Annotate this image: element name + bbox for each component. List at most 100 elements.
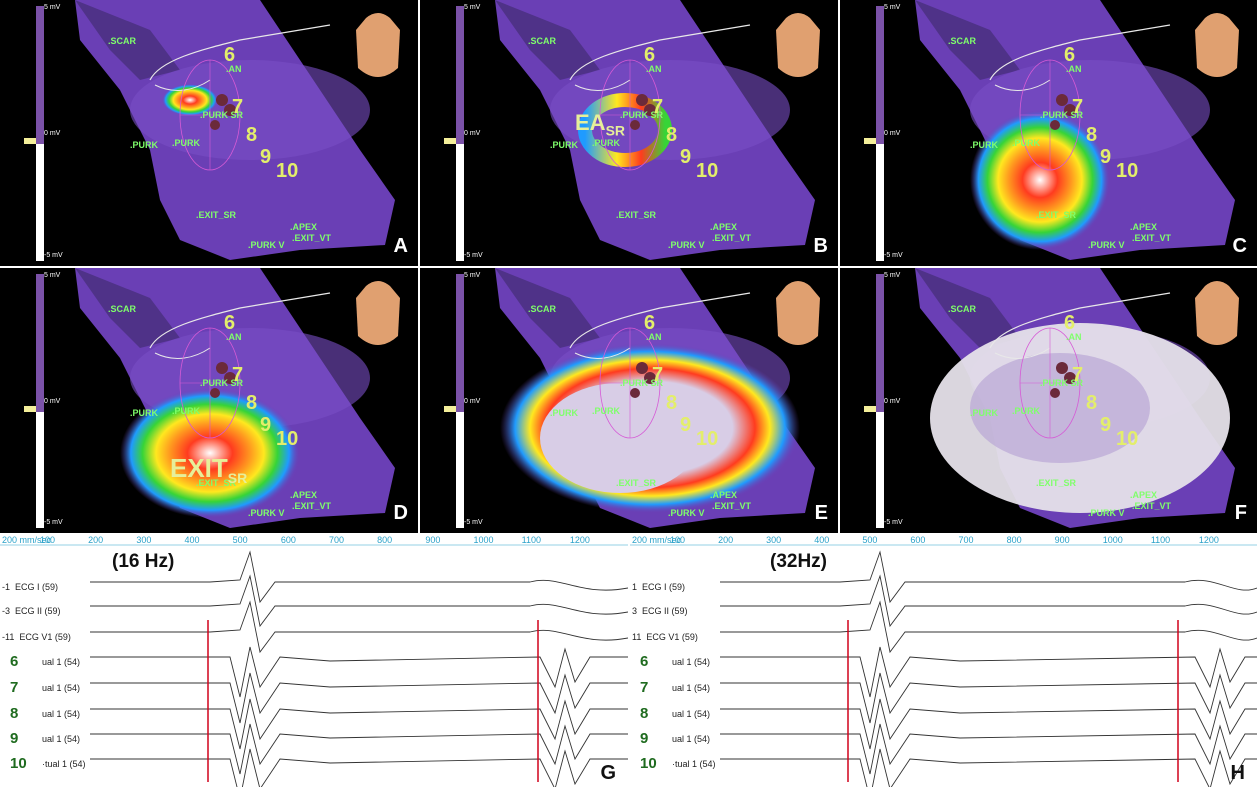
electrode-label-8: 8 <box>1086 392 1098 414</box>
time-tick-label: 100 <box>40 535 56 545</box>
ecg-trace <box>720 550 1257 604</box>
landmark-purk-2: .PURK <box>1012 138 1041 148</box>
sweep-speed: 200 mm/sec <box>632 535 682 545</box>
landmark-scar: .SCAR <box>528 36 557 46</box>
activation-map-panel-c: 5 mV 0 mV -5 mV .SCAR .AN .PURK .PURK .P… <box>840 0 1257 266</box>
electrode <box>630 120 640 130</box>
landmark-purk: .PURK <box>130 140 159 150</box>
landmark-purk: .PURK <box>970 140 999 150</box>
landmark-exit-vt: .EXIT_VT <box>712 501 752 511</box>
landmark-purk: .PURK <box>550 140 579 150</box>
landmark-exit-vt: .EXIT_VT <box>712 233 752 243</box>
landmark-purk-sr: .PURK SR <box>1040 110 1084 120</box>
electrode <box>1050 388 1060 398</box>
electrode-channel-number: 9 <box>10 730 19 747</box>
channel-label: ual 1 (54) <box>42 683 81 693</box>
time-tick-label: 100 <box>670 535 686 545</box>
ecg-trace <box>90 698 628 750</box>
catheter-wire <box>149 292 331 349</box>
electrode <box>1056 94 1068 106</box>
landmark-purk-v: .PURK V <box>668 508 705 518</box>
landmark-exit-sr: .EXIT_SR <box>616 478 657 488</box>
voltage-scale: 5 mV 0 mV -5 mV <box>840 268 903 533</box>
electrode-label-9: 9 <box>260 414 272 436</box>
time-tick-label: 300 <box>766 535 782 545</box>
ecg-trace <box>90 600 628 654</box>
panel-letter: A <box>393 235 408 257</box>
electrode-label-6: 6 <box>1064 44 1076 66</box>
landmark-purk-2: .PURK <box>172 406 201 416</box>
electrode <box>1064 104 1076 116</box>
ecg-trace <box>720 646 1257 698</box>
landmark-an: .AN <box>226 64 242 74</box>
electrode-label-9: 9 <box>260 146 272 168</box>
time-tick-label: 300 <box>136 535 152 545</box>
electrode-channel-number: 6 <box>640 653 649 670</box>
landmark-purk-v: .PURK V <box>248 240 285 250</box>
landmark-apex: .APEX <box>1130 222 1158 232</box>
channel-label: ual 1 (54) <box>42 709 81 719</box>
landmark-purk: .PURK <box>550 408 579 418</box>
electrode-label-9: 9 <box>680 146 692 168</box>
time-tick-label: 200 <box>718 535 734 545</box>
landmark-exit-vt: .EXIT_VT <box>292 501 332 511</box>
time-tick-label: 1200 <box>1198 535 1219 545</box>
channel-label: 3 ECG II (59) <box>632 606 688 616</box>
landmark-exit-sr: .EXIT_SR <box>1036 478 1077 488</box>
landmark-apex: .APEX <box>290 490 318 500</box>
time-tick-label: 1100 <box>1150 535 1171 545</box>
ecg-trace <box>90 550 628 604</box>
electrode-channel-number: 8 <box>640 705 649 722</box>
electrode <box>644 372 656 384</box>
landmark-purk-2: .PURK <box>172 138 201 148</box>
electrode <box>1056 362 1068 374</box>
catheter-wire <box>989 292 1171 349</box>
electrode <box>224 372 236 384</box>
activation-map-panel-f: 5 mV 0 mV -5 mV .SCAR .AN .PURK .PURK .P… <box>840 268 1257 533</box>
ecg-trace <box>720 600 1257 654</box>
heart-surface <box>75 0 395 260</box>
activated-area <box>540 383 700 493</box>
time-tick-label: 400 <box>184 535 200 545</box>
landmark-apex: .APEX <box>290 222 318 232</box>
electrode-channel-number: 10 <box>10 755 27 772</box>
electrode <box>216 94 228 106</box>
torso-orientation-icon <box>772 276 824 356</box>
electrode-label-9: 9 <box>1100 414 1112 436</box>
landmark-purk-2: .PURK <box>592 138 621 148</box>
landmark-apex: .APEX <box>710 490 738 500</box>
heart-surface <box>915 0 1235 260</box>
ecg-traces <box>0 544 628 787</box>
electrode-label-10: 10 <box>696 160 719 182</box>
electrode-label-10: 10 <box>276 428 299 450</box>
electrode-label-6: 6 <box>644 44 656 66</box>
ecg-trace <box>90 646 628 698</box>
electrode-label-6: 6 <box>644 312 656 334</box>
electrode-label-9: 9 <box>1100 146 1112 168</box>
panel-letter: F <box>1234 502 1247 524</box>
landmark-an: .AN <box>646 332 662 342</box>
voltage-scale: 5 mV 0 mV -5 mV <box>0 0 63 266</box>
electrode <box>1050 120 1060 130</box>
electrode-label-10: 10 <box>276 160 299 182</box>
voltage-scale: 5 mV 0 mV -5 mV <box>420 0 483 266</box>
electrode-label-10: 10 <box>1116 428 1139 450</box>
electrode-label-7: 7 <box>652 364 664 386</box>
landmark-purk-sr: .PURK SR <box>200 378 244 388</box>
electrode-label-6: 6 <box>1064 312 1076 334</box>
landmark-purk-v: .PURK V <box>248 508 285 518</box>
time-tick-label: 500 <box>862 535 878 545</box>
filter-label: (16 Hz) <box>112 551 175 572</box>
time-tick-label: 600 <box>280 535 296 545</box>
landmark-apex: .APEX <box>710 222 738 232</box>
landmark-an: .AN <box>1066 64 1082 74</box>
landmark-an: .AN <box>1066 332 1082 342</box>
channel-label: ual 1 (54) <box>672 657 711 667</box>
ecg-trace <box>90 672 628 724</box>
heart-surface <box>495 0 815 260</box>
landmark-exit-sr: .EXIT_SR <box>616 210 657 220</box>
channel-label: -11 ECG V1 (59) <box>2 632 71 642</box>
time-tick-label: 1000 <box>1102 535 1123 545</box>
electrode-label-7: 7 <box>232 364 244 386</box>
channel-label: ·tual 1 (54) <box>42 759 86 769</box>
